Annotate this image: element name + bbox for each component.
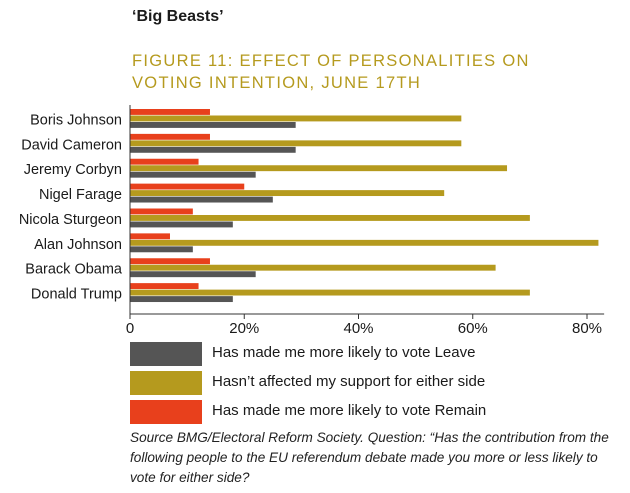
x-tick-label-3: 60% <box>458 320 488 337</box>
bar-david-cameron-0 <box>130 133 210 140</box>
bar-alan-johnson-2 <box>130 246 193 253</box>
bar-nigel-farage-0 <box>130 183 245 190</box>
bar-donald-trump-1 <box>130 289 530 296</box>
bar-nicola-sturgeon-0 <box>130 208 193 215</box>
bar-nigel-farage-2 <box>130 196 273 203</box>
category-label-barack-obama: Barack Obama <box>25 262 123 278</box>
category-label-donald-trump: Donald Trump <box>31 287 122 303</box>
legend-swatch-leave <box>130 342 202 366</box>
bar-alan-johnson-0 <box>130 233 170 240</box>
x-tick-label-2: 40% <box>343 320 373 337</box>
bar-alan-johnson-1 <box>130 239 599 246</box>
legend-item-remain: Has made me more likely to vote Remain <box>130 400 610 424</box>
x-tick-label-1: 20% <box>229 320 259 337</box>
section-title: ‘Big Beasts’ <box>132 8 224 25</box>
figure-title: FIGURE 11: EFFECT OF PERSONALITIES ON VO… <box>132 52 530 92</box>
bar-chart: Boris Johnson David Cameron Jeremy Corbyn N… <box>19 105 605 337</box>
bar-nicola-sturgeon-1 <box>130 215 530 221</box>
category-label-nicola-sturgeon: Nicola Sturgeon <box>19 212 122 228</box>
bar-barack-obama-0 <box>130 258 210 265</box>
legend-swatch-remain <box>130 400 202 424</box>
bar-jeremy-corbyn-2 <box>130 171 256 178</box>
category-label-david-cameron: David Cameron <box>21 137 122 153</box>
bar-donald-trump-2 <box>130 296 233 303</box>
bar-boris-johnson-2 <box>130 122 296 128</box>
bar-jeremy-corbyn-0 <box>130 158 199 165</box>
legend-label-no-effect: Hasn’t affected my support for either si… <box>212 373 486 390</box>
legend-swatch-no-effect <box>130 371 202 395</box>
bar-nicola-sturgeon-2 <box>130 221 233 228</box>
bar-david-cameron-1 <box>130 140 462 147</box>
source-note: Source BMG/Electoral Reform Society. Que… <box>130 430 609 485</box>
bar-boris-johnson-0 <box>130 109 210 115</box>
category-label-alan-johnson: Alan Johnson <box>34 237 122 253</box>
category-label-boris-johnson: Boris Johnson <box>30 112 122 128</box>
legend-item-leave: Has made me more likely to vote Leave <box>130 342 610 366</box>
legend-label-leave: Has made me more likely to vote Leave <box>212 344 476 361</box>
bar-jeremy-corbyn-1 <box>130 165 508 172</box>
x-tick-label-4: 80% <box>572 320 602 337</box>
legend-label-remain: Has made me more likely to vote Remain <box>212 402 487 419</box>
bar-barack-obama-2 <box>130 271 256 278</box>
bar-boris-johnson-1 <box>130 115 462 122</box>
category-label-nigel-farage: Nigel Farage <box>39 187 122 203</box>
bar-donald-trump-0 <box>130 283 199 290</box>
bar-nigel-farage-1 <box>130 190 445 197</box>
legend-item-no-effect: Hasn’t affected my support for either si… <box>130 371 610 395</box>
category-label-jeremy-corbyn: Jeremy Corbyn <box>24 162 122 178</box>
x-tick-label-0: 0 <box>126 320 134 337</box>
bar-barack-obama-1 <box>130 264 496 271</box>
bar-david-cameron-2 <box>130 146 296 153</box>
